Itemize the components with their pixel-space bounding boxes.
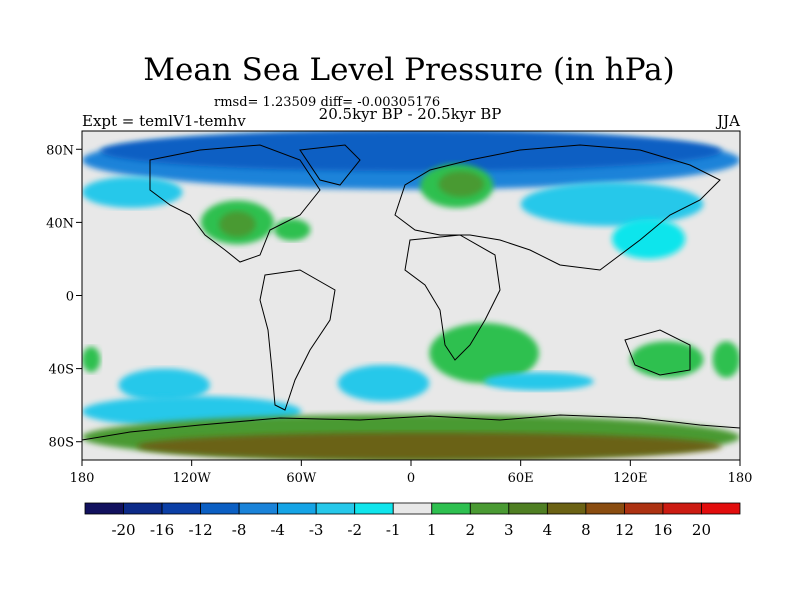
colorbar-level-label: 1 xyxy=(427,521,437,539)
colorbar-level-label: 4 xyxy=(543,521,553,539)
rmsd-diff-stats: rmsd= 1.23509 diff= -0.00305176 xyxy=(214,95,441,110)
colorbar-swatch xyxy=(701,502,741,515)
coastline-north-america xyxy=(149,144,321,263)
y-tick-label: 80N xyxy=(46,143,74,158)
anomaly-region-arctic-low-core xyxy=(100,131,722,172)
anomaly-region-south-africa-high xyxy=(429,322,539,384)
y-tick-label: 40N xyxy=(46,216,74,231)
colorbar-level-label: 16 xyxy=(653,521,672,539)
coastline-eurasia xyxy=(394,144,721,271)
colorbar-level-label: -1 xyxy=(386,521,401,539)
colorbar-swatch xyxy=(546,502,587,515)
anomaly-region-antarctica-high-core xyxy=(136,432,722,460)
x-tick-label: 60E xyxy=(508,471,534,486)
colorbar-swatch xyxy=(238,502,279,515)
colorbar-swatch xyxy=(508,502,548,515)
x-tick-label: 60W xyxy=(286,471,317,486)
coastline-australia xyxy=(624,329,691,376)
anomaly-region-north-pacific-low xyxy=(82,176,183,208)
colorbar-swatch xyxy=(392,502,433,515)
colorbar-swatch xyxy=(161,502,201,515)
colorbar-level-label: 20 xyxy=(692,521,711,539)
colorbar-swatch xyxy=(354,502,394,515)
chart-subtitle: 20.5kyr BP - 20.5kyr BP xyxy=(318,105,502,123)
season-label: JJA xyxy=(717,112,740,130)
anomaly-region-south-indian-low xyxy=(484,372,594,391)
axis-ticks: 180 120W 60W 0 60E 120E 180 80N 40N 0 40S 80S xyxy=(46,143,752,486)
coastline-antarctica xyxy=(82,414,740,441)
colorbar-swatch xyxy=(585,502,625,515)
x-tick-label: 0 xyxy=(407,471,415,486)
x-tick-label: 180 xyxy=(728,471,753,486)
anomaly-region-east-pacific-high xyxy=(82,346,101,373)
colorbar-swatch xyxy=(200,502,240,515)
colorbar-level-label: 12 xyxy=(615,521,634,539)
y-tick-label: 40S xyxy=(49,363,74,378)
colorbar: -20 -16 -12 -8 -4 -3 -2 -1 1 2 3 4 8 12 16 20 xyxy=(84,502,741,539)
x-tick-label: 180 xyxy=(70,471,95,486)
colorbar-level-label: 3 xyxy=(504,521,514,539)
anomaly-region-north-america-high-core xyxy=(219,211,256,238)
coastline-layer xyxy=(82,144,740,441)
colorbar-level-label: -4 xyxy=(270,521,285,539)
y-tick-label: 80S xyxy=(49,436,74,451)
colorbar-level-label: -20 xyxy=(111,521,135,539)
colorbar-swatch xyxy=(315,502,356,515)
x-tick-label: 120E xyxy=(613,471,647,486)
colorbar-swatch xyxy=(277,502,317,515)
colorbar-level-label: -2 xyxy=(347,521,362,539)
anomaly-region-dateline-high xyxy=(712,341,740,378)
anomaly-region-scandinavia-high-core xyxy=(438,171,485,197)
experiment-label: Expt = temlV1-temhv xyxy=(82,112,246,130)
anomaly-region-asia-low xyxy=(520,182,704,227)
coastline-africa xyxy=(404,234,501,361)
x-tick-label: 120W xyxy=(173,471,212,486)
colorbar-swatch xyxy=(431,502,471,515)
colorbar-level-label: 8 xyxy=(581,521,591,539)
anomaly-region-south-pacific-low xyxy=(118,368,210,402)
coastline-south-america xyxy=(259,269,336,411)
colorbar-swatch xyxy=(84,502,124,515)
colorbar-level-label: -12 xyxy=(189,521,213,539)
colorbar-swatch xyxy=(624,502,664,515)
anomaly-region-east-asia-low xyxy=(612,218,686,259)
anomaly-region-australia-high xyxy=(630,341,704,378)
coastline-greenland xyxy=(299,144,361,186)
colorbar-swatch xyxy=(123,502,163,515)
anomaly-region-south-atlantic-low xyxy=(337,364,430,402)
colorbar-swatch xyxy=(469,502,510,515)
y-tick-label: 0 xyxy=(66,290,74,305)
colorbar-level-label: -3 xyxy=(309,521,324,539)
colorbar-level-label: -8 xyxy=(232,521,247,539)
colorbar-level-label: 2 xyxy=(466,521,476,539)
colorbar-swatch xyxy=(662,502,702,515)
anomaly-region-north-atlantic-high xyxy=(273,218,311,241)
chart-title: Mean Sea Level Pressure (in hPa) xyxy=(143,52,675,88)
colorbar-level-label: -16 xyxy=(150,521,174,539)
